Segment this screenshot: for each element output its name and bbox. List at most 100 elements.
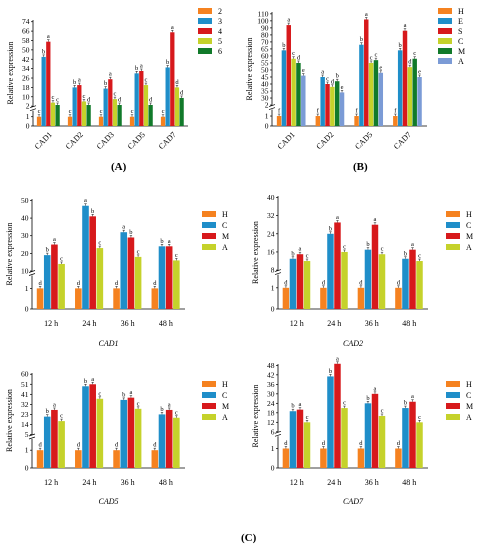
significance-letter: d bbox=[322, 279, 326, 286]
legend-label: C bbox=[458, 37, 463, 46]
axis-break-mark bbox=[28, 436, 36, 440]
y-tick-label: 55 bbox=[261, 58, 269, 67]
y-tick-label: 1 bbox=[271, 283, 275, 292]
significance-letter: a bbox=[171, 24, 174, 31]
legend-label: 2 bbox=[218, 7, 222, 16]
bar bbox=[158, 414, 166, 468]
significance-letter: b bbox=[399, 42, 402, 49]
bar bbox=[43, 255, 51, 309]
x-tick-label: 36 h bbox=[121, 478, 135, 487]
legend-swatch bbox=[202, 414, 216, 420]
axis-break-mark bbox=[29, 108, 37, 111]
significance-letter: c bbox=[175, 252, 178, 259]
y-tick-label: 6 bbox=[271, 427, 275, 436]
legend-label: S bbox=[458, 27, 462, 36]
bar bbox=[179, 97, 184, 126]
significance-letter: b bbox=[91, 208, 94, 215]
x-tick-label: 48 h bbox=[402, 319, 416, 328]
y-tick-label: 12 bbox=[267, 418, 275, 427]
bar bbox=[378, 415, 386, 468]
y-tick-label: 14 bbox=[21, 420, 29, 429]
legend-swatch bbox=[446, 381, 460, 387]
x-tick-label: 24 h bbox=[327, 319, 341, 328]
bar bbox=[58, 263, 65, 309]
bar bbox=[359, 44, 364, 126]
significance-letter: a bbox=[287, 17, 290, 24]
legend-swatch bbox=[446, 244, 460, 250]
significance-letter: a bbox=[404, 22, 407, 29]
x-tick-label: 24 h bbox=[327, 478, 341, 487]
bar bbox=[371, 393, 379, 468]
y-tick-label: 110 bbox=[258, 9, 269, 18]
bar bbox=[75, 288, 82, 309]
y-tick-label: 0 bbox=[25, 305, 29, 314]
y-axis-label: Relative expression bbox=[5, 223, 14, 286]
y-tick-label: 0 bbox=[265, 122, 269, 131]
bar bbox=[282, 448, 290, 468]
bar bbox=[341, 251, 348, 309]
y-tick-label: 51 bbox=[21, 380, 29, 389]
significance-letter: b bbox=[291, 250, 294, 257]
significance-letter: b bbox=[129, 229, 132, 236]
significance-letter: e bbox=[418, 68, 421, 75]
legend-swatch bbox=[446, 392, 460, 398]
axis-break-mark bbox=[268, 107, 276, 110]
bar bbox=[81, 101, 87, 126]
bar bbox=[96, 248, 104, 309]
significance-letter: c bbox=[56, 96, 59, 103]
bar bbox=[113, 450, 120, 468]
legend-swatch bbox=[198, 28, 212, 34]
axis-break-mark bbox=[29, 105, 37, 108]
significance-letter: d bbox=[397, 440, 401, 447]
significance-letter: a bbox=[321, 68, 324, 75]
legend-swatch bbox=[438, 58, 452, 64]
x-tick-label: 36 h bbox=[121, 319, 135, 328]
y-tick-label: 70 bbox=[261, 37, 269, 46]
bar bbox=[86, 104, 91, 126]
legend-label: M bbox=[466, 232, 473, 241]
bar bbox=[357, 448, 365, 468]
y-axis-label: Relative expression bbox=[5, 389, 14, 452]
x-tick-label: CAD2 bbox=[64, 130, 85, 151]
bar bbox=[55, 104, 60, 126]
bar bbox=[113, 288, 120, 309]
bar bbox=[364, 249, 372, 309]
bar bbox=[112, 99, 118, 126]
legend-label: 6 bbox=[218, 47, 222, 56]
bar bbox=[368, 62, 374, 126]
axis-break-gap bbox=[29, 435, 35, 439]
legend-swatch bbox=[198, 18, 212, 24]
legend-label: C bbox=[466, 221, 471, 230]
significance-letter: d bbox=[153, 280, 157, 287]
significance-letter: a bbox=[84, 197, 87, 204]
significance-letter: c bbox=[381, 246, 384, 253]
bar bbox=[72, 87, 77, 126]
bar bbox=[160, 116, 166, 126]
legend-swatch bbox=[438, 28, 452, 34]
y-tick-label: 24 bbox=[267, 399, 275, 408]
y-tick-label: 1 bbox=[25, 446, 29, 455]
bar bbox=[151, 450, 159, 468]
significance-letter: b bbox=[160, 406, 163, 413]
significance-letter: c bbox=[381, 407, 384, 414]
significance-letter: c bbox=[343, 243, 346, 250]
significance-letter: c bbox=[98, 240, 101, 247]
bar bbox=[334, 222, 341, 309]
y-tick-label: 60 bbox=[21, 370, 29, 379]
y-tick-label: 50 bbox=[22, 45, 30, 54]
legend-label: A bbox=[466, 243, 472, 252]
bar bbox=[334, 363, 341, 468]
axis-break-gap bbox=[30, 106, 36, 111]
significance-letter: e bbox=[379, 64, 382, 71]
bar bbox=[89, 384, 96, 468]
legend-swatch bbox=[198, 38, 212, 44]
significance-letter: c bbox=[306, 414, 309, 421]
bar bbox=[120, 399, 128, 468]
y-tick-label: 50 bbox=[261, 65, 269, 74]
legend-label: A bbox=[466, 413, 472, 422]
bar bbox=[378, 72, 384, 126]
